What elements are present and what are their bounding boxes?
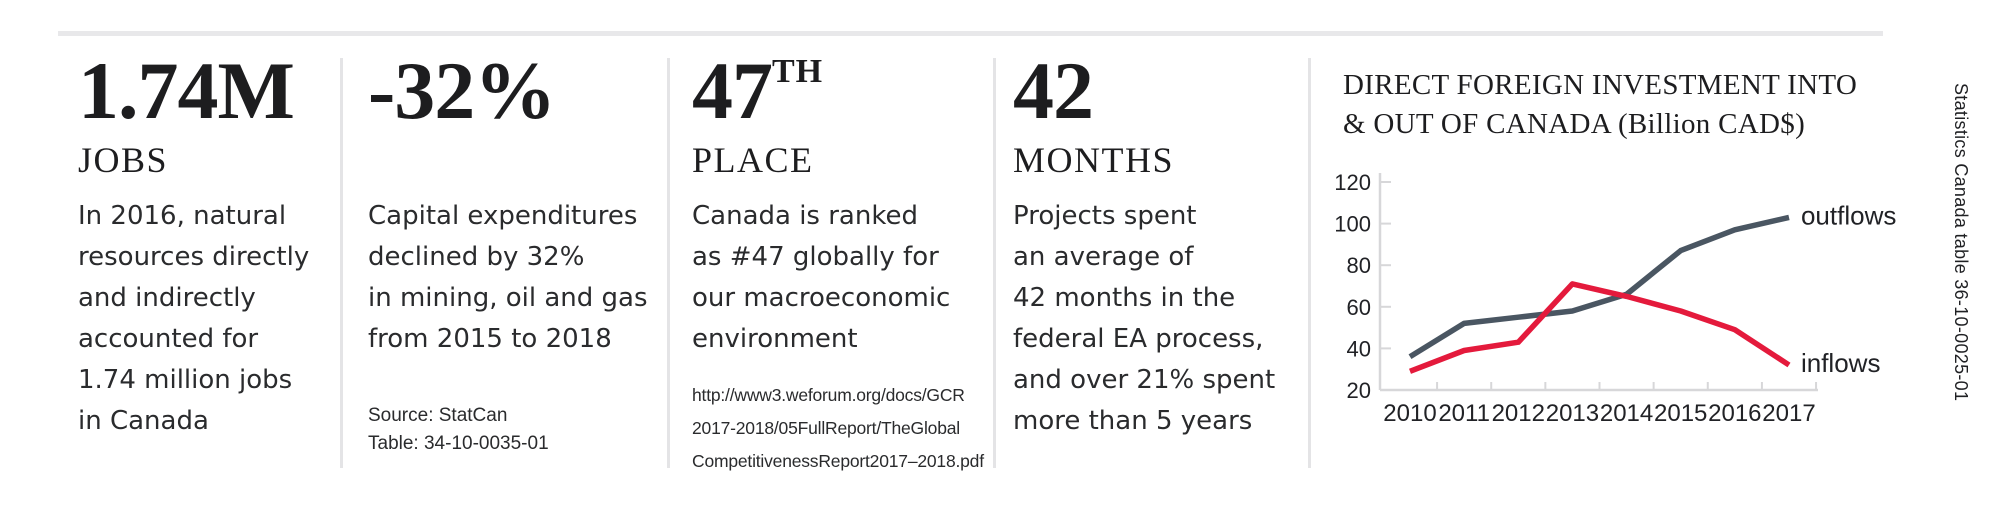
stat-label-jobs: JOBS: [78, 140, 169, 180]
stat-value-ranking-number: 47: [692, 45, 773, 136]
stat-source-capex: Source: StatCan Table: 34-10-0035-01: [368, 405, 549, 454]
stat-panel-ea-months: 42 MONTHS Projects spent an average of 4…: [1013, 0, 1306, 513]
panel-divider-1: [340, 58, 343, 468]
top-divider-line: [58, 31, 1883, 36]
outflows-line: [1408, 214, 1790, 360]
stat-label-ranking: PLACE: [692, 140, 814, 180]
panel-divider-4: [1308, 58, 1311, 468]
side-source-caption: Statistics Canada table 36-10-0025-01: [1951, 83, 1971, 402]
fdi-chart-panel: DIRECT FOREIGN INVESTMENT INTO & OUT OF …: [1336, 0, 1903, 513]
stat-label-ea-months: MONTHS: [1013, 140, 1175, 180]
outflows-label: outflows: [1801, 200, 1896, 230]
y-axis-label: 60: [1347, 295, 1371, 320]
stat-panel-ranking: 47TH PLACE Canada is ranked as #47 globa…: [692, 0, 991, 513]
x-axis-label: 2015: [1654, 400, 1707, 427]
panel-divider-3: [993, 58, 996, 468]
stat-panel-capex: -32% Capital expenditures declined by 32…: [368, 0, 665, 513]
x-axis-label: 2016: [1708, 400, 1761, 427]
stat-value-jobs: 1.74M: [78, 45, 295, 136]
stat-body-ea-months: Projects spent an average of 42 months i…: [1013, 201, 1276, 436]
x-axis-label: 2017: [1762, 400, 1815, 427]
x-axis-label: 2013: [1546, 400, 1599, 427]
y-axis-label: 20: [1347, 378, 1371, 403]
stat-value-ranking-ordinal: TH: [772, 53, 824, 90]
y-axis-label: 80: [1347, 253, 1371, 278]
stat-body-ranking: Canada is ranked as #47 globally for our…: [692, 201, 951, 354]
stat-value-ea-months: 42: [1013, 45, 1094, 136]
stat-body-capex: Capital expenditures declined by 32% in …: [368, 201, 648, 354]
stat-source-ranking-url: http://www3.weforum.org/docs/GCR 2017-20…: [692, 385, 984, 471]
inflows-line: [1409, 281, 1791, 374]
panel-divider-2: [667, 58, 670, 468]
y-axis-label: 40: [1347, 336, 1371, 361]
stat-value-ranking: 47TH: [692, 50, 823, 132]
x-axis-label: 2012: [1492, 400, 1545, 427]
inflows-label: inflows: [1801, 348, 1880, 378]
stat-body-jobs: In 2016, natural resources directly and …: [78, 201, 310, 436]
x-axis-label: 2011: [1438, 400, 1490, 427]
stat-panel-jobs: 1.74M JOBS In 2016, natural resources di…: [78, 0, 340, 513]
y-axis-label: 100: [1336, 212, 1371, 237]
x-axis-label: 2010: [1383, 400, 1436, 427]
y-axis-label: 120: [1336, 170, 1371, 195]
chart-title: DIRECT FOREIGN INVESTMENT INTO & OUT OF …: [1343, 69, 1858, 140]
stat-value-capex: -32%: [368, 45, 556, 136]
x-axis-label: 2014: [1600, 400, 1653, 427]
